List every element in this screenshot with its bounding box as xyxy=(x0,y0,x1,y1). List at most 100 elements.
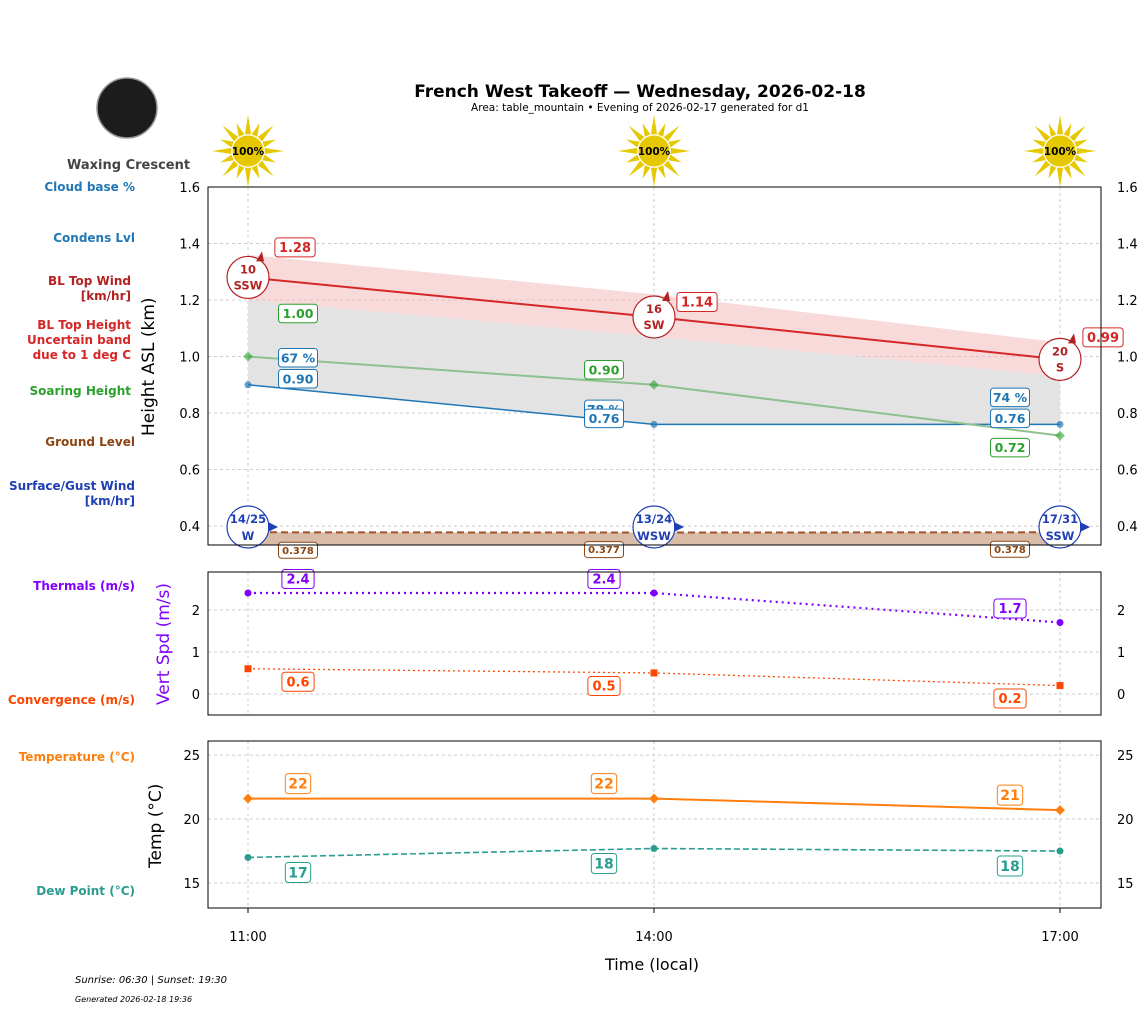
panel-frame xyxy=(207,740,1102,909)
sun-ray xyxy=(264,147,284,155)
y-tick-label-right: 0 xyxy=(1117,688,1125,703)
sun-ray xyxy=(1032,139,1046,148)
sun-ray xyxy=(626,139,640,148)
condens-point xyxy=(1056,420,1064,428)
ground-label-box xyxy=(278,541,318,559)
dew-label: 18 xyxy=(1000,859,1019,875)
cloud-base-label: 74 % xyxy=(993,390,1028,405)
cloud-base-label-box xyxy=(990,387,1030,408)
y-tick-label-right: 0.4 xyxy=(1117,520,1138,535)
temperature-label: 22 xyxy=(594,777,613,793)
temperature-label-box xyxy=(996,784,1024,806)
dew-point xyxy=(1056,847,1064,855)
y-tick-label-left: 20 xyxy=(183,813,200,828)
sun-ray xyxy=(212,147,232,155)
sun-disc xyxy=(637,134,671,168)
bl-wind-dir: S xyxy=(1056,360,1064,374)
sun-ray xyxy=(642,123,651,137)
y-tick-label-right: 2 xyxy=(1117,604,1125,619)
sun-icon xyxy=(618,115,690,187)
surface-wind-arrow-icon xyxy=(268,522,278,532)
sun-ray xyxy=(1069,160,1086,177)
soaring-label: 1.00 xyxy=(283,306,314,321)
temperature-label-box xyxy=(590,773,618,795)
sun-ray xyxy=(1032,154,1046,163)
y-tick-label-right: 1.2 xyxy=(1117,294,1138,309)
ground-label-box xyxy=(584,541,624,559)
convergence-point xyxy=(1056,682,1064,690)
legend-thermals: Thermals (m/s) xyxy=(33,579,135,593)
y-tick-label-left: 0.8 xyxy=(179,407,200,422)
legend-soaring: Soaring Height xyxy=(29,384,132,398)
surface-wind-dir: WSW xyxy=(637,529,671,543)
sun-ray xyxy=(670,147,690,155)
convergence-point xyxy=(244,665,252,673)
temperature-point xyxy=(1055,805,1065,816)
bl-top-label-box xyxy=(1082,327,1124,348)
bl-top-label-box xyxy=(274,237,316,258)
bl-wind-dir: SW xyxy=(644,318,665,332)
y-tick-label-left: 0 xyxy=(192,688,200,703)
x-tick-label: 11:00 xyxy=(229,930,266,945)
sun-ray xyxy=(650,115,658,135)
sun-ray xyxy=(1074,154,1088,163)
soaring-label: 0.90 xyxy=(589,362,620,377)
y-tick-label-right: 15 xyxy=(1117,877,1134,892)
ground-label: 0.378 xyxy=(994,545,1026,556)
thermals-label-box xyxy=(587,569,621,590)
sun-ray xyxy=(1034,160,1051,177)
condens-label-box xyxy=(990,408,1030,429)
legend-bl-height: BL Top Height Uncertain band due to 1 de… xyxy=(27,318,131,363)
sun-ray xyxy=(251,123,260,137)
convergence-label-box xyxy=(281,671,315,692)
thermals-label-box xyxy=(993,598,1027,619)
sun-ray xyxy=(628,125,645,142)
dew-label: 17 xyxy=(288,865,307,881)
x-axis-label: Time (local) xyxy=(605,955,700,974)
convective-area xyxy=(248,300,1060,425)
y-tick-label-left: 15 xyxy=(183,877,200,892)
thermals-label: 2.4 xyxy=(286,573,309,588)
y-tick-label-right: 1.4 xyxy=(1117,238,1138,253)
legend-bl-height-line1: BL Top Height xyxy=(37,318,131,332)
sun-ray xyxy=(244,167,252,187)
condens-point xyxy=(244,381,252,389)
sun-ray xyxy=(1048,165,1057,179)
y-tick-label-right: 1 xyxy=(1117,646,1125,661)
bl-top-label: 1.14 xyxy=(681,296,713,311)
sun-ray xyxy=(657,123,666,137)
dew-point xyxy=(244,853,252,861)
legend-bl-height-line2: Uncertain band xyxy=(27,333,131,347)
y-tick-label-right: 20 xyxy=(1117,813,1134,828)
bl-wind-circle xyxy=(226,255,270,300)
soaring-label-box xyxy=(990,437,1030,458)
dew-label-box xyxy=(284,861,312,883)
ground-label: 0.377 xyxy=(588,545,620,556)
legend-bl-height-line3: due to 1 deg C xyxy=(32,348,131,362)
sun-ray xyxy=(618,147,638,155)
bl-top-label: 0.99 xyxy=(1087,331,1119,346)
thermals-label-box xyxy=(281,569,315,590)
chart-subtitle: Area: table_mountain • Evening of 2026-0… xyxy=(471,102,809,114)
sun-ray xyxy=(1076,147,1096,155)
dew-label-box xyxy=(996,855,1024,877)
sun-ray xyxy=(650,167,658,187)
legend-bl-wind-line2: [km/hr] xyxy=(80,289,131,303)
y-tick-label-left: 1.2 xyxy=(179,294,200,309)
bl-wind-circle xyxy=(632,295,676,339)
convergence-label-box xyxy=(993,688,1027,709)
bl-wind-speed: 20 xyxy=(1052,344,1068,358)
condens-label: 0.76 xyxy=(589,411,620,426)
thermals-label: 1.7 xyxy=(998,602,1021,617)
legend-bl-wind-line1: BL Top Wind xyxy=(47,274,131,288)
sun-ray xyxy=(663,160,680,177)
temperature-label: 21 xyxy=(1000,788,1019,804)
sun-ray xyxy=(257,160,274,177)
thermals-point xyxy=(1056,618,1064,626)
sun-percent: 100% xyxy=(638,146,671,158)
y-tick-label-left: 1 xyxy=(192,646,200,661)
legend-bl-wind: BL Top Wind [km/hr] xyxy=(48,274,131,304)
sun-ray xyxy=(668,154,682,163)
